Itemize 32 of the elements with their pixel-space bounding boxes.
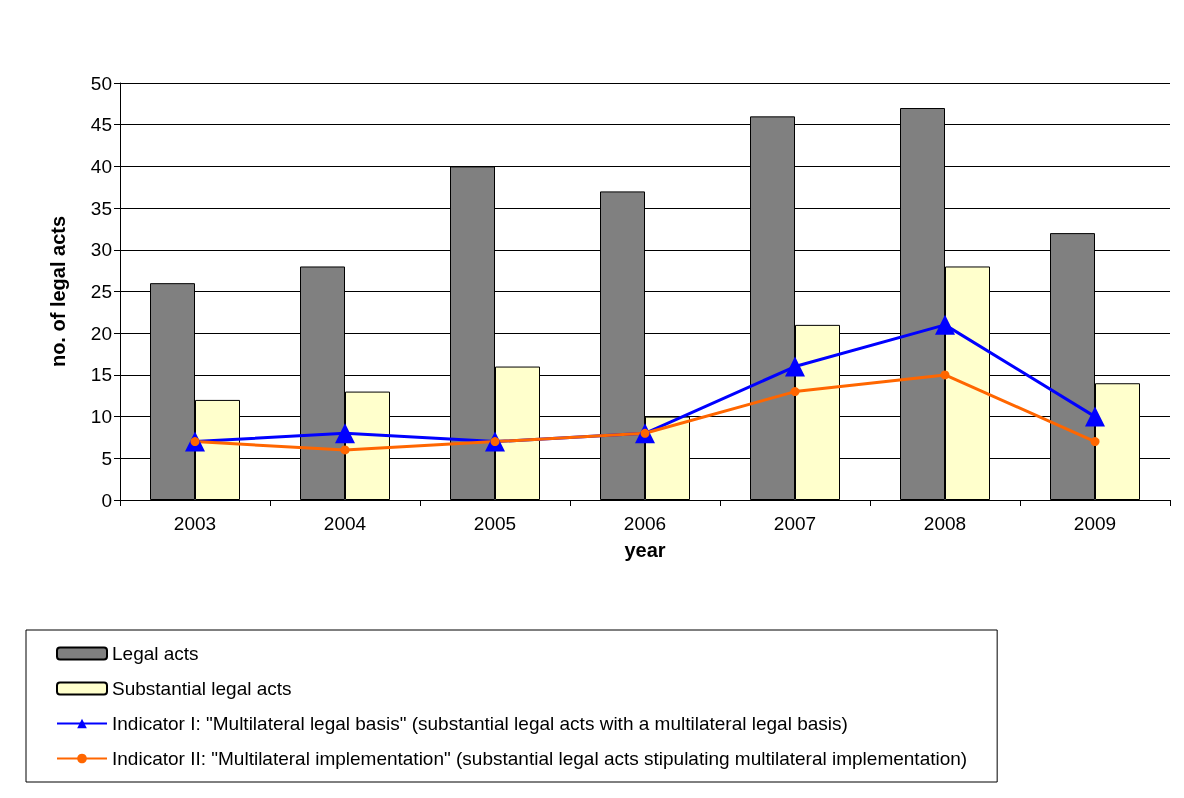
x-axis-title: year [624,539,666,561]
point [340,445,350,455]
x-tick-label: 2003 [173,513,217,534]
point [1090,437,1100,447]
point [940,370,950,380]
y-tick-label: 0 [101,489,112,511]
point [335,423,355,444]
x-tick-label: 2009 [1073,513,1117,534]
y-tick-label: 25 [90,281,112,302]
x-tick-label: 2006 [623,513,667,534]
legend-label: Indicator II: "Multilateral implementation" (substantial legal acts stipulating multilateral implementation) [112,748,968,769]
y-tick-label: 45 [90,114,112,136]
y-tick-label: 50 [90,72,112,94]
legend-label: Legal acts [112,643,199,664]
y-tick-label: 40 [90,155,112,177]
x-tick-label: 2005 [473,513,517,534]
y-tick-label: 15 [90,364,112,386]
y-tick-label: 30 [90,239,112,261]
point [1085,406,1105,427]
y-tick-label: 20 [90,322,112,344]
y-axis-title: no. of legal acts [47,215,69,368]
point [785,356,805,377]
y-tick-label: 5 [101,447,112,469]
point [935,314,955,335]
y-tick-label: 35 [90,197,112,219]
x-tick-label: 2004 [323,513,367,534]
y-tick-label: 10 [90,406,112,428]
x-tick-label: 2008 [923,513,967,534]
point [790,387,800,397]
x-tick-label: 2007 [773,513,817,534]
legend-label: Substantial legal acts [112,678,292,699]
legend-label: Indicator I: "Multilateral legal basis" (substantial legal acts with a multilateral legal basis) [112,713,848,734]
